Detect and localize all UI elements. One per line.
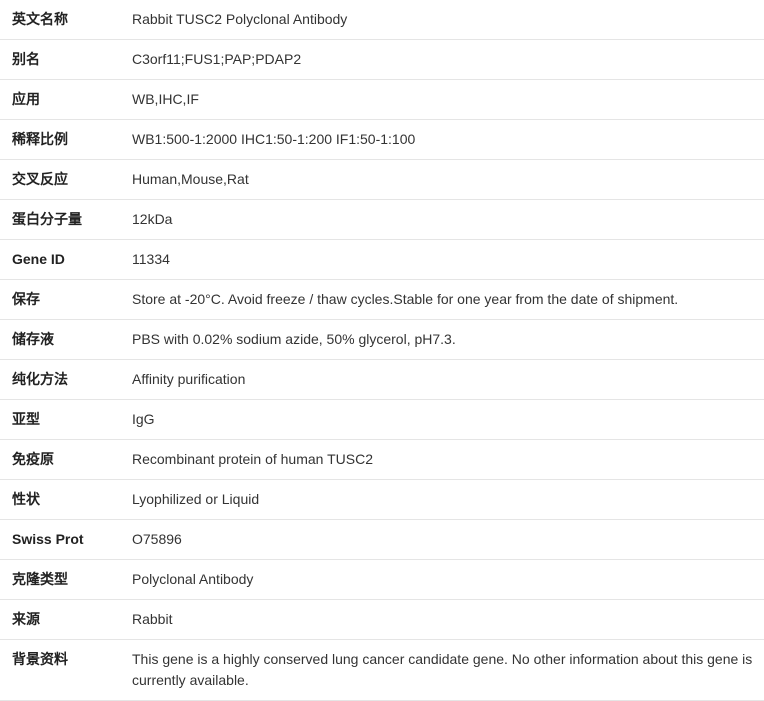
row-value: 11334 xyxy=(120,240,764,280)
row-label: 来源 xyxy=(0,600,120,640)
table-row: 性状Lyophilized or Liquid xyxy=(0,480,764,520)
row-value: Rabbit TUSC2 Polyclonal Antibody xyxy=(120,0,764,40)
table-row: 纯化方法Affinity purification xyxy=(0,360,764,400)
row-label: 亚型 xyxy=(0,400,120,440)
table-row: 储存液PBS with 0.02% sodium azide, 50% glyc… xyxy=(0,320,764,360)
table-row: 克隆类型Polyclonal Antibody xyxy=(0,560,764,600)
table-row: 英文名称Rabbit TUSC2 Polyclonal Antibody xyxy=(0,0,764,40)
row-value: Rabbit xyxy=(120,600,764,640)
table-row: 稀释比例WB1:500-1:2000 IHC1:50-1:200 IF1:50-… xyxy=(0,120,764,160)
table-row: 来源Rabbit xyxy=(0,600,764,640)
row-value: PBS with 0.02% sodium azide, 50% glycero… xyxy=(120,320,764,360)
row-label: 保存 xyxy=(0,280,120,320)
table-row: Gene ID11334 xyxy=(0,240,764,280)
row-value: C3orf11;FUS1;PAP;PDAP2 xyxy=(120,40,764,80)
row-label: 免疫原 xyxy=(0,440,120,480)
row-label: 别名 xyxy=(0,40,120,80)
row-value: O75896 xyxy=(120,520,764,560)
row-value: 12kDa xyxy=(120,200,764,240)
row-label: 交叉反应 xyxy=(0,160,120,200)
row-label: 性状 xyxy=(0,480,120,520)
row-value: Polyclonal Antibody xyxy=(120,560,764,600)
row-value: Human,Mouse,Rat xyxy=(120,160,764,200)
row-label: 克隆类型 xyxy=(0,560,120,600)
row-value: Recombinant protein of human TUSC2 xyxy=(120,440,764,480)
row-label: 应用 xyxy=(0,80,120,120)
row-label: Swiss Prot xyxy=(0,520,120,560)
row-label: 背景资料 xyxy=(0,640,120,701)
row-value: Affinity purification xyxy=(120,360,764,400)
table-row: 保存Store at -20°C. Avoid freeze / thaw cy… xyxy=(0,280,764,320)
table-row: Swiss ProtO75896 xyxy=(0,520,764,560)
table-row: 亚型IgG xyxy=(0,400,764,440)
row-value: WB,IHC,IF xyxy=(120,80,764,120)
table-row: 免疫原Recombinant protein of human TUSC2 xyxy=(0,440,764,480)
row-label: 储存液 xyxy=(0,320,120,360)
row-label: 英文名称 xyxy=(0,0,120,40)
row-value: WB1:500-1:2000 IHC1:50-1:200 IF1:50-1:10… xyxy=(120,120,764,160)
row-label: Gene ID xyxy=(0,240,120,280)
table-row: 交叉反应Human,Mouse,Rat xyxy=(0,160,764,200)
row-value: IgG xyxy=(120,400,764,440)
table-row: 蛋白分子量12kDa xyxy=(0,200,764,240)
table-row: 背景资料This gene is a highly conserved lung… xyxy=(0,640,764,701)
table-row: 应用WB,IHC,IF xyxy=(0,80,764,120)
row-value: Store at -20°C. Avoid freeze / thaw cycl… xyxy=(120,280,764,320)
row-label: 纯化方法 xyxy=(0,360,120,400)
product-info-table: 英文名称Rabbit TUSC2 Polyclonal Antibody别名C3… xyxy=(0,0,764,701)
row-label: 蛋白分子量 xyxy=(0,200,120,240)
row-label: 稀释比例 xyxy=(0,120,120,160)
row-value: Lyophilized or Liquid xyxy=(120,480,764,520)
table-row: 别名C3orf11;FUS1;PAP;PDAP2 xyxy=(0,40,764,80)
product-info-tbody: 英文名称Rabbit TUSC2 Polyclonal Antibody别名C3… xyxy=(0,0,764,701)
row-value: This gene is a highly conserved lung can… xyxy=(120,640,764,701)
